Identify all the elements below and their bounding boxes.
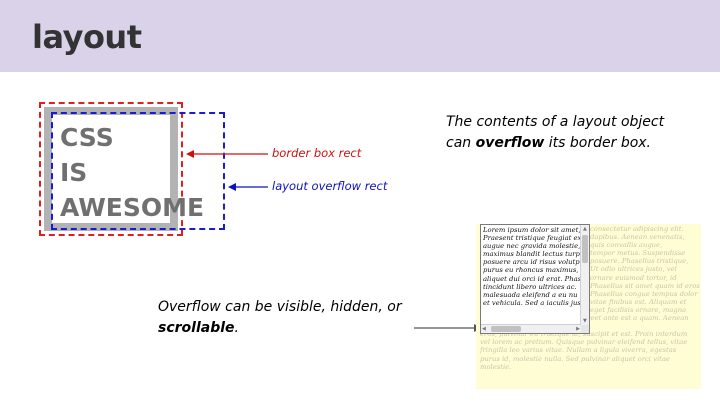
contents-note-line-1: The contents of a layout object	[446, 114, 665, 130]
ghost-line: fringilla leo varius vitae. Nullam a lig…	[480, 346, 677, 355]
border-box-rect	[39, 102, 183, 236]
scrollable-box[interactable]: Lorem ipsum dolor sit amet, Praesent tri…	[480, 224, 590, 334]
scroll-line: et vehicula. Sed a iaculis jus	[483, 298, 581, 307]
scroll-line: maximus blandit lectus turpi	[483, 250, 581, 259]
overflow-note-line-1: Overflow can be visible, hidden, or	[158, 299, 402, 315]
scroll-line: tincidunt libero ultrices ac.	[483, 282, 577, 291]
scroll-line: posuere arcu id risus volutp	[483, 258, 580, 267]
contents-note-line-2: can overflow its border box.	[446, 133, 664, 154]
vertical-scrollbar[interactable]: ▲ ▼	[580, 225, 589, 325]
ghost-line: purus id, molestie nulla. Sed pulvinar a…	[480, 354, 670, 363]
ghost-line: eros, pulvinar eu tristique id, suscipit…	[480, 330, 688, 339]
ghost-line: Ut odio ultrices justo, vel	[590, 265, 677, 274]
horizontal-scrollbar[interactable]: ◀ ▶	[481, 324, 581, 333]
awesome-line-3: AWESOME	[60, 193, 205, 222]
ghost-line: vel lorem ac pretium. Quisque pulvinar e…	[480, 338, 688, 347]
overflow-arrow-icon	[228, 183, 268, 191]
ghost-line: molestie.	[480, 362, 512, 371]
vertical-scroll-thumb[interactable]	[582, 235, 588, 263]
scroll-right-icon[interactable]: ▶	[576, 326, 580, 332]
scroll-down-icon[interactable]: ▼	[583, 318, 587, 324]
header-bar	[0, 0, 720, 72]
page-title: layout	[32, 18, 142, 56]
scroll-up-icon[interactable]: ▲	[583, 226, 587, 232]
overflow-note-bold: scrollable	[158, 320, 235, 336]
contents-note-pre: can	[446, 135, 476, 151]
layout-overflow-rect	[51, 112, 225, 230]
grey-border-box	[44, 107, 178, 231]
ghost-line: quis convallis augue,	[590, 241, 663, 250]
scroll-corner	[581, 325, 589, 333]
scroll-line: Praesent tristique feugiat ex	[483, 234, 581, 243]
overflow-note-post: .	[234, 320, 239, 336]
ghost-line: dapibus. Aenean venenatis,	[590, 233, 685, 242]
overflow-note-line-2: scrollable.	[158, 318, 402, 339]
ghost-line: vitae finibus est. Aliquam et	[590, 297, 687, 306]
contents-note-post: its border box.	[544, 135, 652, 151]
border-arrow-icon	[186, 150, 268, 158]
css-is-awesome-text: CSS IS AWESOME	[60, 120, 204, 225]
scroll-left-icon[interactable]: ◀	[482, 326, 486, 332]
ghost-line: posuere. Phasellus tristique,	[590, 257, 689, 266]
scroll-arrow-icon	[414, 324, 482, 332]
contents-note-bold: overflow	[475, 135, 545, 151]
awesome-line-1: CSS	[60, 123, 114, 152]
contents-note: The contents of a layout object can over…	[446, 112, 664, 154]
ghost-line: consectetur adipiscing elit.	[590, 225, 684, 233]
scroll-line: Lorem ipsum dolor sit amet,	[483, 226, 581, 234]
overflow-note: Overflow can be visible, hidden, or scro…	[158, 297, 402, 339]
border-box-label: border box rect	[272, 146, 362, 160]
scroll-line: malesuada eleifend a eu nu	[483, 290, 578, 299]
horizontal-scroll-thumb[interactable]	[491, 326, 521, 332]
awesome-line-2: IS	[60, 158, 88, 187]
scroll-line: purus eu rhoncus maximus,	[483, 266, 579, 275]
scroll-line: augue nec gravida molestie,	[483, 242, 581, 251]
ghost-line: tempor metus. Suspendisse	[590, 249, 686, 258]
ghost-line: eget facilisis ornare, magna	[590, 305, 687, 314]
scrollable-text: Lorem ipsum dolor sit amet, Praesent tri…	[483, 226, 581, 322]
scroll-line: aliquet dui orci id erat. Phas	[483, 274, 581, 283]
overflow-rect-label: layout overflow rect	[272, 179, 388, 193]
ghost-line: Phasellus sit amet quam id eros	[590, 281, 700, 290]
ghost-line: Phasellus congue tempus dolor	[590, 289, 698, 298]
ghost-line: ornare euismod tortor, id	[590, 273, 677, 282]
